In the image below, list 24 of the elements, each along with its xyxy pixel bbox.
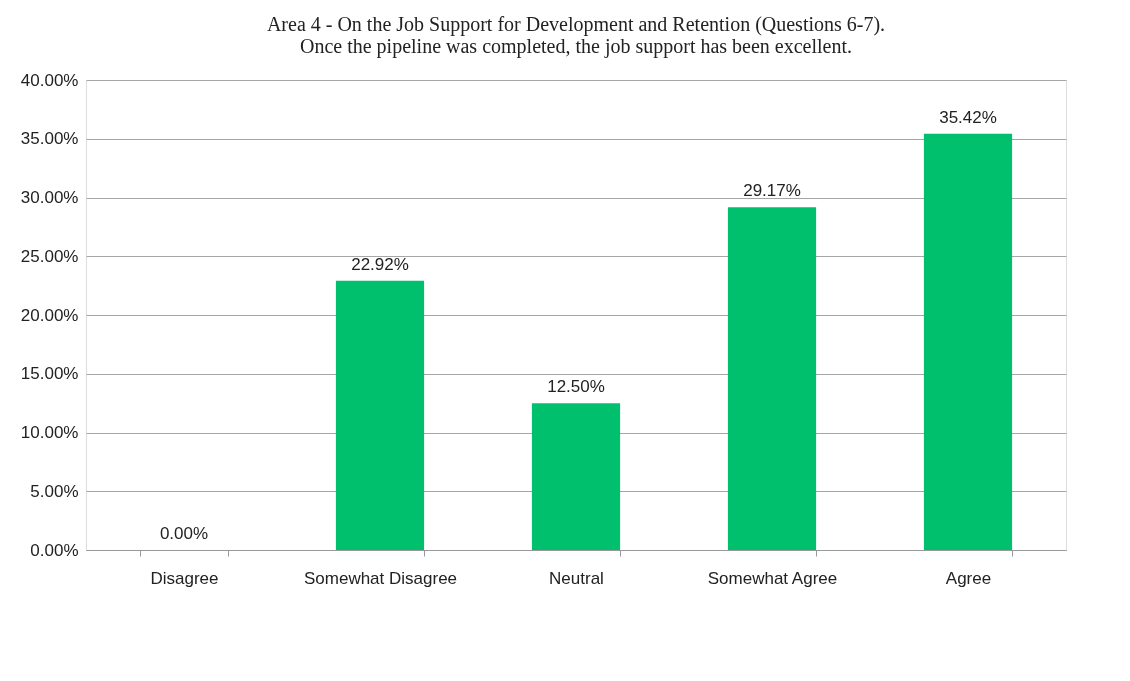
y-tick-label: 30.00% <box>20 188 79 207</box>
chart-title: Area 4 - On the Job Support for Development and Retention (Questions 6-7). Once the pipeline was completed, the job support has been excellent. <box>266 13 886 58</box>
bar <box>727 207 817 550</box>
bar <box>335 280 425 550</box>
y-tick-label: 10.00% <box>20 423 79 442</box>
data-label: 22.92% <box>351 254 409 274</box>
data-label: 12.50% <box>547 377 605 397</box>
bar <box>923 133 1013 550</box>
y-tick-label: 25.00% <box>20 246 79 266</box>
bar <box>531 403 621 550</box>
y-tick-label: 40.00% <box>20 70 79 90</box>
y-tick-label: 15.00% <box>20 364 79 384</box>
x-tick-label: Neutral <box>549 568 604 588</box>
data-label: 29.17% <box>743 181 801 201</box>
x-tick-label: Agree <box>945 568 992 588</box>
y-tick-label: 20.00% <box>20 305 79 325</box>
data-label: 35.42% <box>939 107 997 127</box>
y-tick-label: 0.00% <box>30 540 79 560</box>
y-tick-label: 35.00% <box>20 129 79 149</box>
x-tick-label: Disagree <box>150 568 219 588</box>
data-label: 0.00% <box>159 524 209 543</box>
x-tick-label: Somewhat Disagree <box>303 568 458 588</box>
y-tick-label: 5.00% <box>30 481 79 501</box>
x-tick-label: Somewhat Agree <box>707 568 838 588</box>
